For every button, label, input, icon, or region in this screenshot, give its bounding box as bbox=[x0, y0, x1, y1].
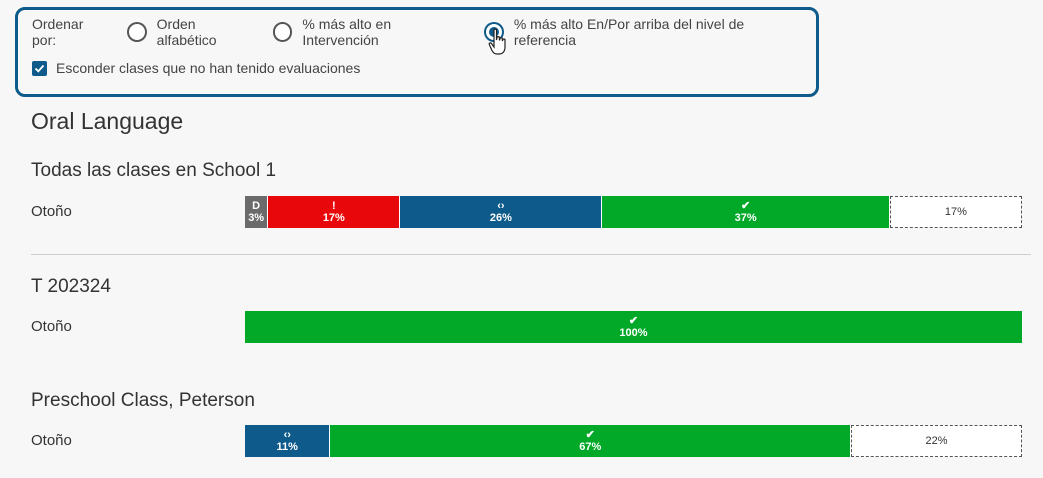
bar-segment-green[interactable]: ✔ 100% bbox=[245, 311, 1022, 343]
section-title: Oral Language bbox=[31, 108, 184, 134]
segment-percent: 3% bbox=[248, 211, 265, 224]
sort-row: Ordenar por: Orden alfabético % más alto… bbox=[32, 16, 816, 48]
sort-benchmark-option[interactable]: % más alto En/Por arriba del nivel de re… bbox=[483, 16, 808, 48]
bar-segment-empty[interactable]: 22% bbox=[851, 425, 1022, 457]
divider bbox=[31, 254, 1031, 255]
checkmark-icon bbox=[34, 64, 45, 73]
radio-alphabetical[interactable] bbox=[126, 22, 147, 42]
segment-percent: 37% bbox=[734, 211, 757, 224]
segment-percent: 17% bbox=[322, 211, 345, 224]
hide-empty-classes-checkbox[interactable] bbox=[32, 60, 47, 76]
sort-alphabetical-label: Orden alfabético bbox=[156, 16, 217, 48]
sort-benchmark-label: % más alto En/Por arriba del nivel de re… bbox=[513, 16, 745, 48]
stacked-bar-t202324: ✔ 100% bbox=[245, 311, 1022, 343]
row-label-school: Otoño bbox=[31, 203, 72, 220]
segment-symbol: ✔ bbox=[585, 428, 595, 441]
bar-segment-gray[interactable]: D 3% bbox=[245, 196, 269, 228]
hand-pointer-icon bbox=[488, 28, 506, 55]
bar-segment-green[interactable]: ✔ 37% bbox=[602, 196, 890, 228]
segment-symbol: ! bbox=[332, 199, 336, 212]
segment-symbol: ✔ bbox=[628, 314, 639, 327]
bar-segment-blue[interactable]: ‹› 26% bbox=[400, 196, 603, 228]
bar-segment-blue[interactable]: ‹› 11% bbox=[245, 425, 331, 457]
row-label-preschool: Otoño bbox=[31, 432, 72, 449]
hide-empty-classes-label: Esconder clases que no han tenido evalua… bbox=[56, 60, 361, 76]
segment-symbol: ✔ bbox=[741, 199, 751, 212]
group-title-school: Todas las clases en School 1 bbox=[31, 160, 277, 181]
group-title-preschool: Preschool Class, Peterson bbox=[31, 390, 255, 411]
sort-alphabetical-option[interactable]: Orden alfabético bbox=[126, 16, 259, 48]
bar-segment-red[interactable]: ! 17% bbox=[268, 196, 401, 228]
stacked-bar-preschool: ‹› 11% ✔ 67% 22% bbox=[245, 425, 1022, 457]
segment-percent: 67% bbox=[579, 440, 602, 453]
segment-symbol: ‹› bbox=[497, 199, 505, 212]
sort-label: Ordenar por: bbox=[32, 16, 84, 48]
segment-symbol: ‹› bbox=[283, 428, 291, 441]
hide-empty-classes-option[interactable]: Esconder clases que no han tenido evalua… bbox=[32, 60, 360, 76]
sort-options-panel: Ordenar por: Orden alfabético % más alto… bbox=[15, 7, 819, 97]
sort-intervention-label: % más alto en Intervención bbox=[302, 16, 392, 48]
segment-percent: 11% bbox=[276, 440, 298, 453]
group-title-t202324: T 202324 bbox=[31, 276, 111, 297]
segment-percent: 100% bbox=[619, 326, 648, 339]
stacked-bar-school: D 3%! 17% ‹› 26% ✔ 37% 17% bbox=[245, 196, 1022, 228]
segment-percent: 22% bbox=[925, 435, 948, 447]
segment-percent: 26% bbox=[489, 211, 512, 224]
segment-percent: 17% bbox=[944, 206, 967, 218]
bar-segment-green[interactable]: ✔ 67% bbox=[330, 425, 852, 457]
segment-symbol: D bbox=[252, 199, 261, 212]
bar-segment-empty[interactable]: 17% bbox=[889, 196, 1022, 228]
sort-intervention-option[interactable]: % más alto en Intervención bbox=[272, 16, 470, 48]
radio-intervention[interactable] bbox=[272, 22, 293, 42]
row-label-t202324: Otoño bbox=[31, 318, 72, 335]
